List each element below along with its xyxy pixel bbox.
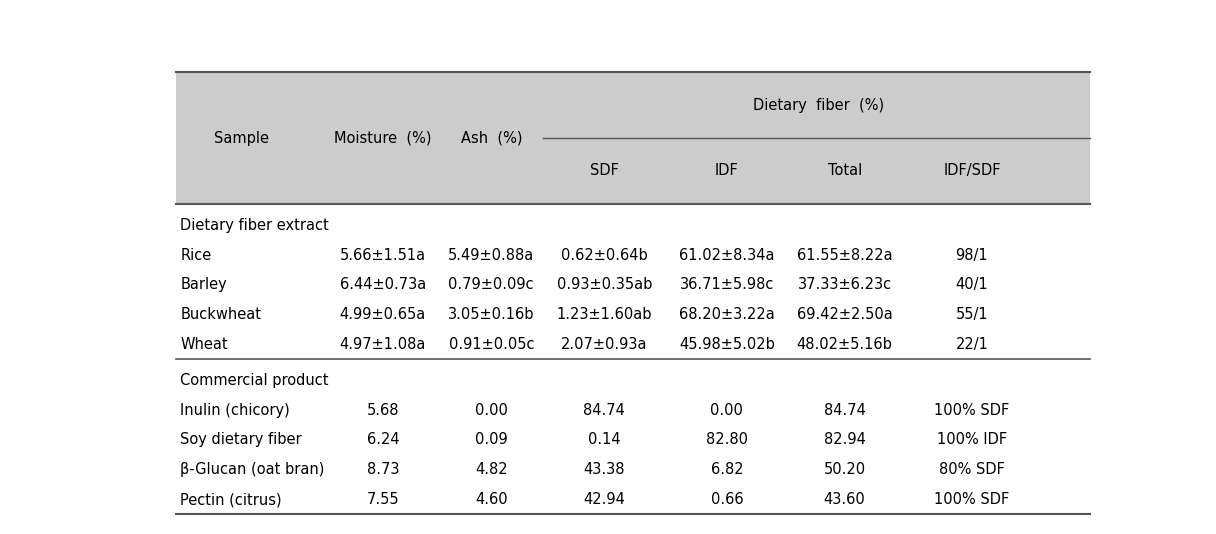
Text: 82.94: 82.94 (823, 433, 866, 447)
Text: 1.23±1.60ab: 1.23±1.60ab (557, 307, 652, 323)
Text: 61.55±8.22a: 61.55±8.22a (796, 248, 893, 263)
Text: 0.79±0.09c: 0.79±0.09c (449, 278, 534, 293)
Text: 84.74: 84.74 (584, 403, 625, 418)
Text: Ash  (%): Ash (%) (461, 131, 522, 146)
Text: 5.68: 5.68 (367, 403, 399, 418)
Text: 42.94: 42.94 (584, 492, 625, 507)
Text: 2.07±0.93a: 2.07±0.93a (561, 337, 648, 352)
Text: 0.00: 0.00 (710, 403, 743, 418)
Text: 43.60: 43.60 (823, 492, 866, 507)
Bar (175, 72, 1090, 204)
Text: 7.55: 7.55 (366, 492, 399, 507)
Text: 100% IDF: 100% IDF (936, 433, 1007, 447)
Text: 0.66: 0.66 (710, 492, 743, 507)
Text: 61.02±8.34a: 61.02±8.34a (679, 248, 775, 263)
Text: Total: Total (828, 163, 862, 178)
Text: 37.33±6.23c: 37.33±6.23c (798, 278, 891, 293)
Text: 0.14: 0.14 (589, 433, 620, 447)
Text: 0.62±0.64b: 0.62±0.64b (561, 248, 648, 263)
Text: 0.00: 0.00 (474, 403, 508, 418)
Text: 100% SDF: 100% SDF (934, 492, 1009, 507)
Text: 69.42±2.50a: 69.42±2.50a (796, 307, 893, 323)
Text: Moisture  (%): Moisture (%) (334, 131, 432, 146)
Text: 55/1: 55/1 (956, 307, 989, 323)
Text: 100% SDF: 100% SDF (934, 403, 1009, 418)
Text: 82.80: 82.80 (705, 433, 748, 447)
Text: IDF: IDF (715, 163, 739, 178)
Text: Dietary  fiber  (%): Dietary fiber (%) (753, 98, 884, 113)
Text: 4.60: 4.60 (475, 492, 507, 507)
Text: Rice: Rice (180, 248, 212, 263)
Text: β-Glucan (oat bran): β-Glucan (oat bran) (180, 462, 325, 477)
Text: 4.97±1.08a: 4.97±1.08a (339, 337, 426, 352)
Text: 48.02±5.16b: 48.02±5.16b (796, 337, 893, 352)
Text: Commercial product: Commercial product (180, 373, 328, 388)
Text: 22/1: 22/1 (956, 337, 989, 352)
Text: Sample: Sample (214, 131, 269, 146)
Text: Buckwheat: Buckwheat (180, 307, 261, 323)
Text: Inulin (chicory): Inulin (chicory) (180, 403, 291, 418)
Text: 98/1: 98/1 (956, 248, 989, 263)
Text: 6.44±0.73a: 6.44±0.73a (339, 278, 426, 293)
Text: 68.20±3.22a: 68.20±3.22a (679, 307, 775, 323)
Text: SDF: SDF (590, 163, 619, 178)
Text: Pectin (citrus): Pectin (citrus) (180, 492, 282, 507)
Text: 40/1: 40/1 (956, 278, 989, 293)
Text: 6.82: 6.82 (710, 462, 743, 477)
Text: 43.38: 43.38 (584, 462, 625, 477)
Text: 50.20: 50.20 (823, 462, 866, 477)
Text: 0.91±0.05c: 0.91±0.05c (449, 337, 534, 352)
Text: IDF/SDF: IDF/SDF (944, 163, 1001, 178)
Text: Wheat: Wheat (180, 337, 227, 352)
Text: 4.99±0.65a: 4.99±0.65a (339, 307, 426, 323)
Text: 8.73: 8.73 (367, 462, 399, 477)
Text: Dietary fiber extract: Dietary fiber extract (180, 218, 330, 233)
Text: 3.05±0.16b: 3.05±0.16b (447, 307, 535, 323)
Text: 4.82: 4.82 (475, 462, 507, 477)
Text: 80% SDF: 80% SDF (939, 462, 1004, 477)
Text: 5.49±0.88a: 5.49±0.88a (449, 248, 534, 263)
Text: 0.93±0.35ab: 0.93±0.35ab (557, 278, 652, 293)
Text: 6.24: 6.24 (366, 433, 399, 447)
Text: Barley: Barley (180, 278, 227, 293)
Text: Soy dietary fiber: Soy dietary fiber (180, 433, 302, 447)
Text: 36.71±5.98c: 36.71±5.98c (680, 278, 775, 293)
Text: 0.09: 0.09 (475, 433, 507, 447)
Text: 5.66±1.51a: 5.66±1.51a (339, 248, 426, 263)
Text: 84.74: 84.74 (823, 403, 866, 418)
Text: 45.98±5.02b: 45.98±5.02b (679, 337, 775, 352)
